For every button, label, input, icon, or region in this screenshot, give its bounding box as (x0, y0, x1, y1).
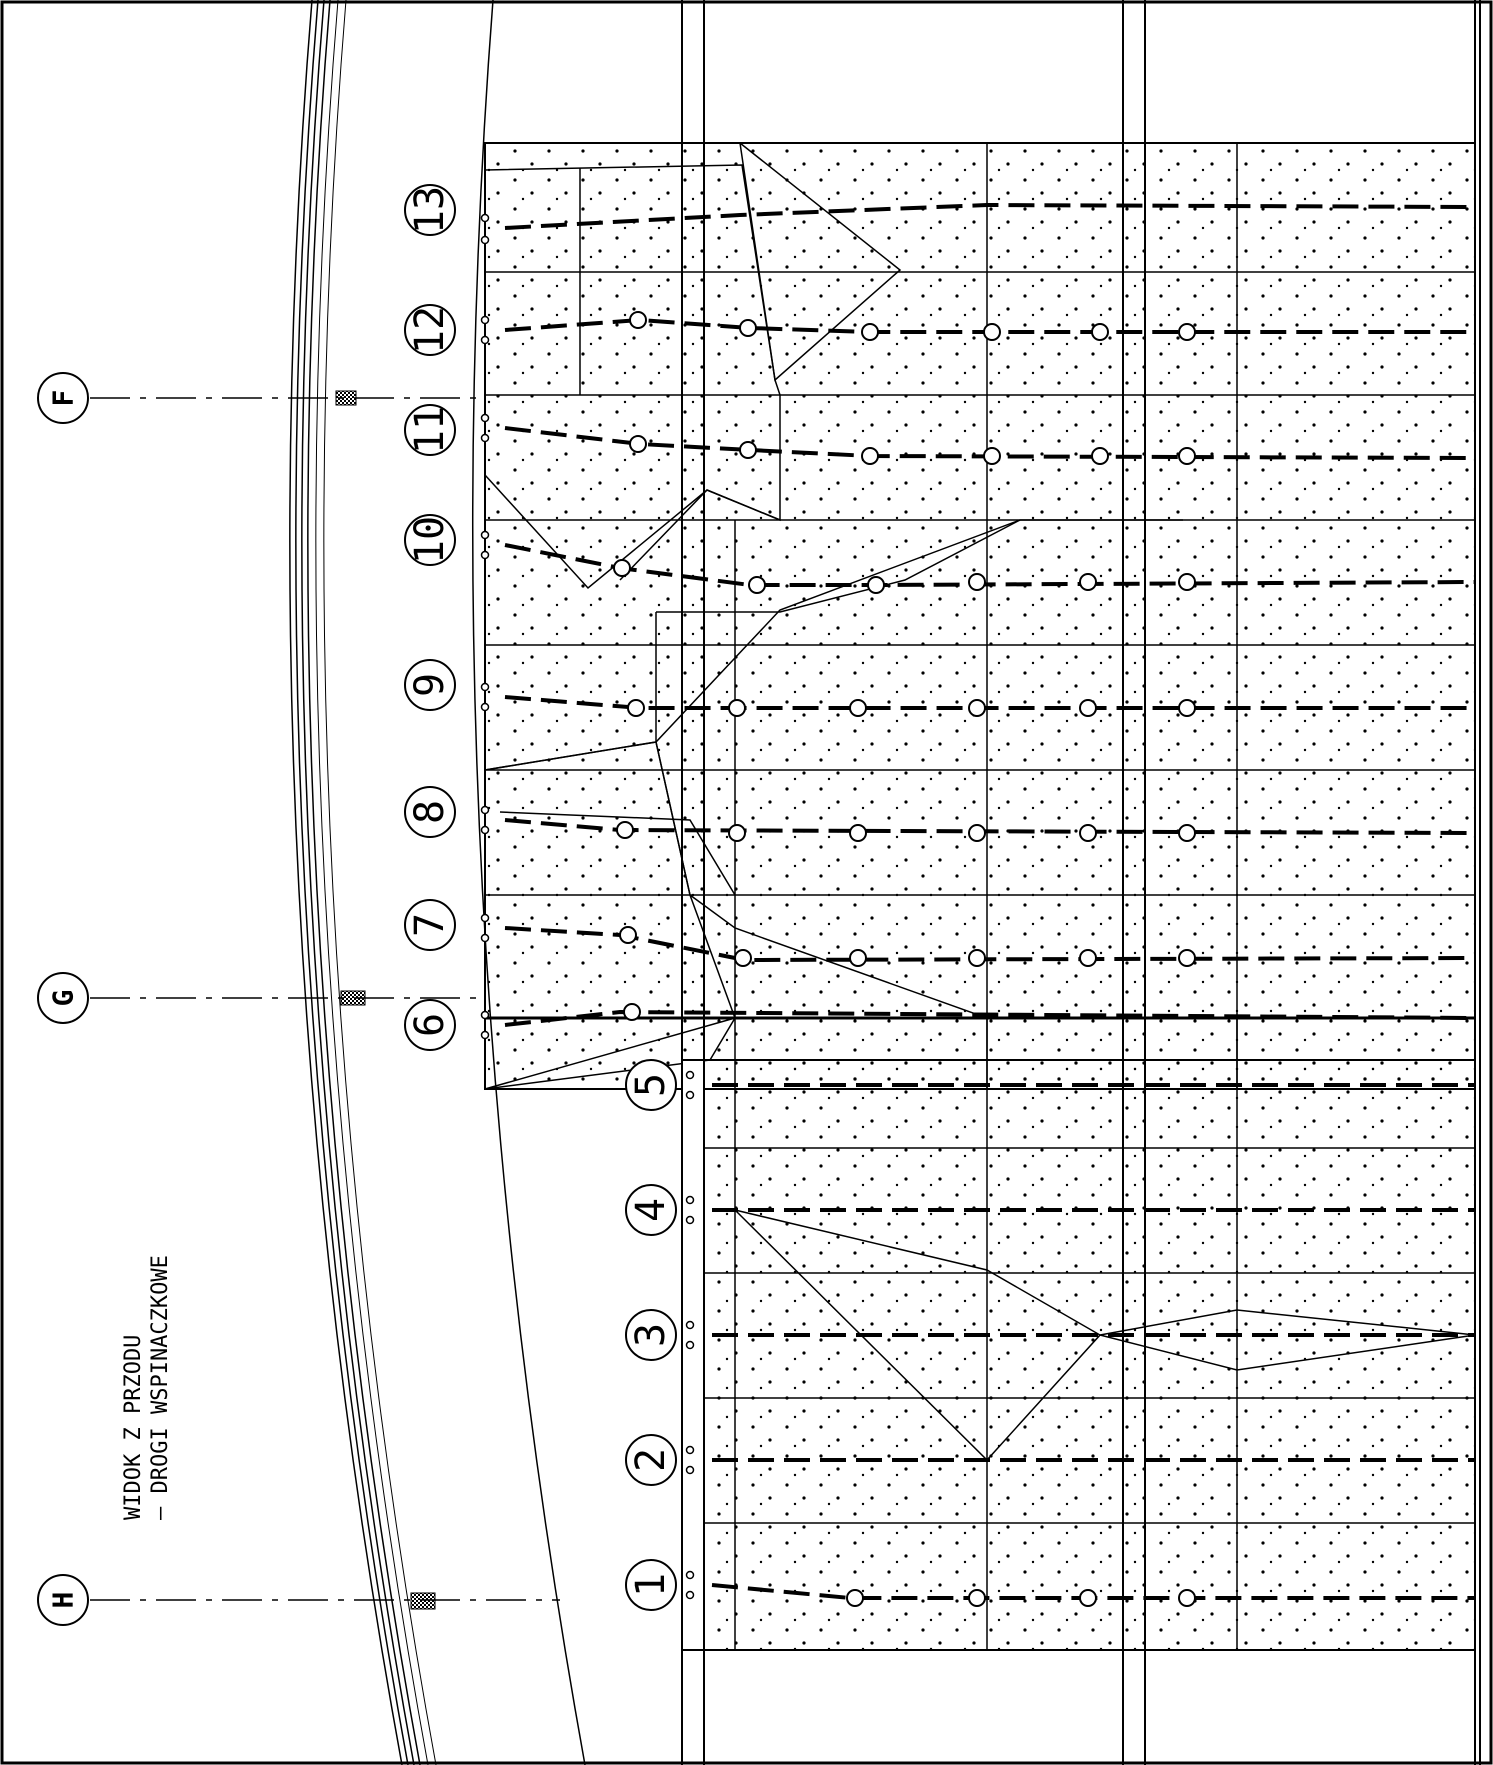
route-number-bubbles (404, 184, 677, 1611)
title-line-1: WIDOK Z PRZODU (121, 1335, 146, 1520)
route-line-10 (504, 543, 1476, 587)
route-hold-markers (613, 311, 1196, 1607)
route-label-1: 1 (628, 1573, 674, 1597)
axis-label-h: H (47, 1592, 80, 1609)
axis-label-g: G (47, 990, 80, 1007)
route-line-12 (504, 317, 1475, 334)
route-line-9 (504, 695, 1475, 710)
axis-bubble-f: F (37, 372, 89, 424)
route-label-13: 13 (407, 186, 453, 234)
route-line-11 (504, 426, 1476, 460)
route-start-anchors (480, 213, 695, 1600)
route-label-9: 9 (407, 673, 453, 697)
axis-bubble-g: G (37, 972, 89, 1024)
upper-wall-section (484, 142, 1476, 1090)
route-label-6: 6 (407, 1013, 453, 1037)
route-label-3: 3 (628, 1323, 674, 1347)
wall-volumes (484, 142, 1183, 1090)
title-line-2: – DROGI WSPINACZKOWE (148, 1255, 173, 1520)
route-line-7 (504, 926, 1476, 963)
route-line-1 (711, 1583, 1475, 1600)
axis-label-f: F (47, 390, 80, 407)
axis-bubble-h: H (37, 1574, 89, 1626)
anchor-block-h (410, 1592, 436, 1610)
route-label-5: 5 (628, 1073, 674, 1097)
lower-wall-section (681, 1018, 1476, 1651)
route-line-13 (504, 202, 1476, 230)
route-label-12: 12 (407, 306, 453, 354)
route-label-4: 4 (628, 1198, 674, 1222)
curved-roof-lines (289, 0, 586, 1765)
route-label-10: 10 (407, 516, 453, 564)
drawing-title: WIDOK Z PRZODU – DROGI WSPINACZKOWE (121, 1255, 173, 1520)
route-label-2: 2 (628, 1448, 674, 1472)
route-number-labels: 13 12 11 10 9 8 7 6 5 4 3 2 1 (407, 186, 674, 1597)
grid-axis-lines (90, 397, 560, 1601)
route-label-8: 8 (407, 800, 453, 824)
route-label-7: 7 (407, 913, 453, 937)
route-label-11: 11 (407, 406, 453, 454)
route-line-6 (504, 1009, 1476, 1027)
